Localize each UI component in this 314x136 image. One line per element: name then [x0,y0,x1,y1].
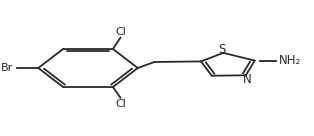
Text: Br: Br [1,63,13,73]
Text: S: S [218,43,225,56]
Text: NH₂: NH₂ [279,54,301,67]
Text: Cl: Cl [115,99,126,109]
Text: N: N [243,72,252,86]
Text: Cl: Cl [115,27,126,37]
